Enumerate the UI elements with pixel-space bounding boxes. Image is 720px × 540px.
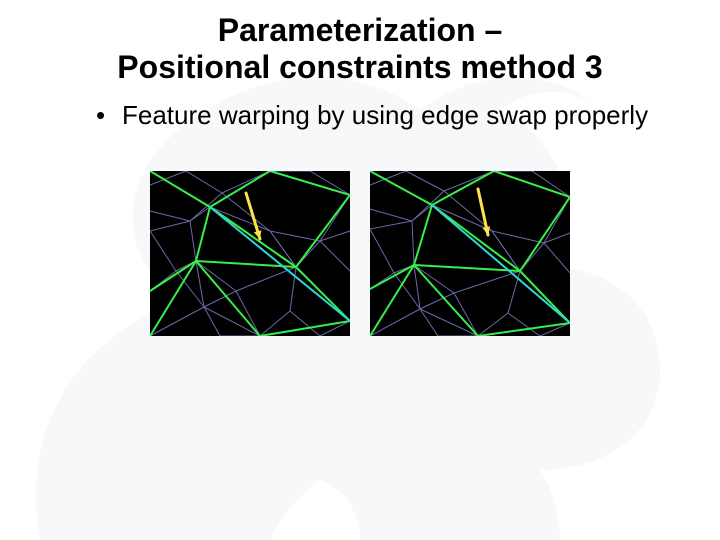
mesh-left-svg [150,171,350,336]
figure-right [370,171,570,336]
figure-row [0,171,720,336]
bullet-list: Feature warping by using edge swap prope… [56,100,680,131]
mesh-right-svg [370,171,570,336]
title-line-2: Positional constraints method 3 [40,49,680,86]
slide-title: Parameterization – Positional constraint… [40,0,680,86]
bullet-item: Feature warping by using edge swap prope… [96,100,680,131]
slide: Parameterization – Positional constraint… [0,0,720,540]
figure-left [150,171,350,336]
title-line-1: Parameterization – [218,12,503,48]
